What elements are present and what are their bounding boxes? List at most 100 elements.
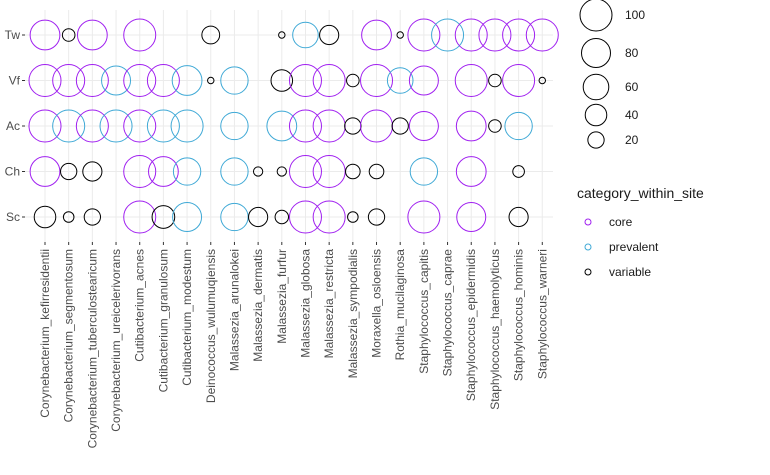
data-point: [346, 73, 360, 88]
data-point: [488, 73, 502, 88]
data-point: [33, 205, 57, 229]
data-point: [538, 76, 547, 85]
data-point: [288, 64, 322, 97]
data-point: [347, 211, 359, 223]
x-tick-label: Rothia_mucilaginosa: [393, 249, 407, 361]
data-point: [220, 66, 249, 95]
x-tick-label: Corynebacterium_tuberculostearicum: [85, 249, 99, 448]
x-tick-label: Corynebacterium_segmentosum: [62, 249, 76, 422]
data-point: [123, 109, 157, 143]
x-tick-label: Cutibacterium_acnes: [133, 249, 147, 362]
data-point: [52, 109, 86, 143]
data-point: [288, 155, 322, 188]
data-point: [270, 69, 294, 92]
data-point: [407, 18, 441, 52]
data-point: [431, 18, 465, 52]
data-point: [454, 18, 488, 52]
data-point: [319, 24, 340, 46]
size-legend-label: 20: [625, 133, 639, 147]
data-point: [508, 206, 529, 228]
size-legend-key: [581, 38, 611, 68]
data-point: [488, 119, 502, 133]
x-tick-label: Staphylococcus_caprae: [441, 249, 455, 377]
data-point: [455, 110, 487, 142]
data-point: [75, 109, 109, 143]
color-legend-label: prevalent: [609, 240, 659, 254]
data-point: [76, 19, 108, 51]
data-point: [172, 157, 202, 186]
data-points: [28, 18, 559, 234]
data-point: [146, 109, 180, 143]
data-point: [409, 157, 439, 186]
color-legend: category_within_site core prevalent variab…: [577, 185, 704, 279]
size-legend: 100 80 60 40 20: [579, 0, 645, 149]
data-point: [220, 157, 249, 186]
data-point: [28, 64, 62, 97]
color-legend-label: variable: [609, 265, 651, 279]
data-point: [455, 156, 487, 187]
data-point: [288, 200, 322, 234]
data-point: [123, 18, 157, 52]
x-tick-label: Cutibacterium_modestum: [180, 249, 194, 386]
data-point: [456, 202, 487, 232]
data-point: [361, 19, 392, 51]
size-legend-label: 60: [625, 80, 639, 94]
data-point: [123, 64, 157, 97]
x-tick-label: Malassezia_sympodialis: [346, 249, 360, 378]
data-point: [207, 76, 215, 85]
x-tick-label: Cutibacterium_granulosum: [156, 249, 170, 392]
data-point: [396, 31, 404, 39]
data-point: [512, 165, 525, 178]
data-point: [408, 65, 439, 96]
data-point: [312, 200, 346, 234]
data-point: [62, 211, 75, 223]
data-point: [123, 155, 157, 188]
data-point: [478, 18, 512, 52]
x-tick-label: Corynebacterium_kefirresidentii: [38, 249, 52, 418]
data-point: [408, 111, 439, 141]
data-point: [386, 67, 414, 94]
data-point: [52, 64, 86, 97]
x-tick-label: Malassezia_dermatis: [251, 249, 265, 362]
data-point: [220, 111, 249, 141]
x-tick-label: Malassezia_restricta: [322, 249, 336, 359]
data-point: [288, 109, 322, 143]
data-point: [170, 109, 204, 143]
size-legend-label: 40: [625, 108, 639, 122]
data-point: [391, 117, 409, 135]
x-tick-label: Malassezia_furfur: [275, 249, 289, 344]
size-legend-label: 80: [625, 46, 639, 60]
data-point: [407, 200, 441, 234]
color-legend-title: category_within_site: [577, 185, 704, 201]
data-point: [171, 65, 203, 96]
size-legend-key: [587, 131, 605, 149]
data-point: [82, 161, 103, 182]
x-tick-label: Malassezia_arunalokei: [227, 249, 241, 371]
color-legend-key: [584, 268, 592, 276]
data-point: [276, 166, 287, 177]
data-point: [101, 65, 132, 96]
data-point: [274, 209, 290, 225]
y-tick-label: Vf: [9, 74, 21, 88]
data-point: [504, 111, 533, 141]
x-tick-label: Staphylococcus_haemolyticus: [488, 249, 502, 410]
data-point: [123, 200, 157, 234]
data-point: [278, 31, 286, 39]
data-point: [454, 64, 488, 97]
data-point: [312, 64, 346, 97]
data-point: [29, 19, 61, 51]
x-tick-label: Staphylococcus_hominis: [512, 249, 526, 381]
data-point: [502, 64, 536, 97]
data-point: [266, 110, 298, 142]
data-point: [172, 202, 203, 232]
color-legend-key: [584, 218, 592, 226]
x-tick-label: Moraxella_osloensis: [370, 249, 384, 358]
data-point: [201, 25, 221, 45]
x-tick-label: Staphylococcus_epidermidis: [464, 249, 478, 401]
size-legend-key: [582, 73, 610, 101]
x-axis: Corynebacterium_kefirresidentii Corynebac…: [38, 242, 549, 448]
data-point: [99, 109, 133, 143]
data-point: [29, 156, 61, 187]
x-tick-label: Malassezia_globosa: [298, 249, 312, 358]
